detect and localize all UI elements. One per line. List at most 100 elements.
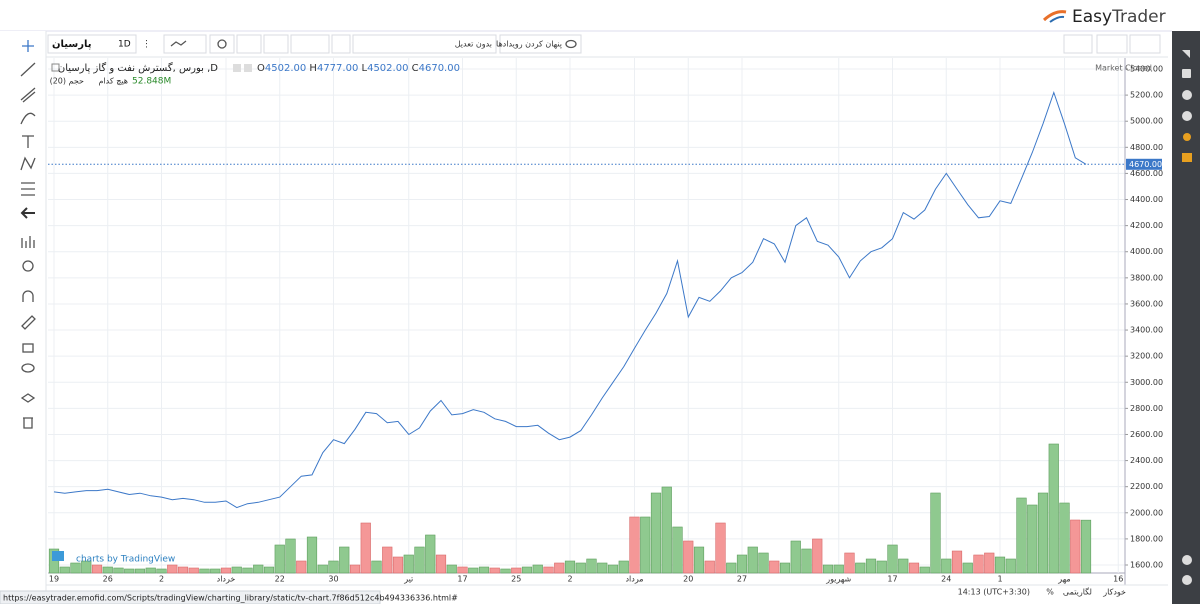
tool-fib[interactable]: [21, 182, 35, 196]
snapshot[interactable]: [1063, 34, 1093, 54]
legend: بورس ,گسترش نفت و گاز پارسیان ,D O4502.0…: [50, 62, 460, 87]
y-tick-label: 5400.00: [1130, 65, 1163, 74]
volume-bar: [1048, 443, 1059, 574]
percent[interactable]: %: [1046, 588, 1054, 597]
tool-magnet[interactable]: [22, 290, 34, 302]
volume-bar: [822, 564, 834, 574]
volume-title: حجم (20): [50, 77, 84, 86]
tool-brush[interactable]: [20, 112, 36, 125]
hide-events-box[interactable]: [499, 34, 582, 54]
x-tick-label: شهریور: [825, 575, 851, 584]
icon[interactable]: [1182, 153, 1192, 162]
tool-crosshair[interactable]: [22, 40, 34, 52]
volume-bar: [231, 566, 242, 574]
volume-bar: [521, 566, 533, 574]
volume-bar: [113, 567, 124, 574]
log[interactable]: لگاریتمی: [1063, 587, 1092, 597]
settings-icon: [217, 39, 227, 49]
tool-text[interactable]: [22, 135, 34, 148]
volume-bar: [941, 558, 952, 574]
x-tick-label: 26: [103, 575, 113, 584]
icon[interactable]: [1182, 111, 1192, 121]
volume-bar: [382, 546, 393, 574]
icon[interactable]: [1183, 133, 1191, 141]
key: H: [309, 63, 317, 74]
settings[interactable]: [209, 34, 235, 54]
interval[interactable]: 1D: [118, 40, 131, 50]
watermark: charts by TradingView: [76, 555, 175, 565]
volume-bar: [349, 564, 361, 574]
y-tick-label: 4400.00: [1130, 195, 1163, 204]
x-tick-label: مرداد: [625, 575, 643, 584]
volume-sub: هیچ کدام: [98, 77, 128, 86]
symbol-box[interactable]: [47, 34, 137, 54]
tool-layers[interactable]: [20, 393, 36, 403]
y-tick-label: 2600.00: [1130, 430, 1163, 439]
tool-lock[interactable]: [22, 343, 34, 353]
fullscreen[interactable]: [331, 34, 351, 54]
tool-back[interactable]: [20, 207, 35, 219]
legend-btn[interactable]: [244, 64, 252, 72]
x-tick-label: 25: [511, 575, 521, 584]
icon[interactable]: [1182, 90, 1192, 100]
y-tick-label: 5000.00: [1130, 117, 1163, 126]
tool-eye[interactable]: [21, 363, 35, 373]
volume-bar: [220, 567, 232, 574]
icon[interactable]: [1182, 50, 1190, 58]
tool-measure[interactable]: [21, 236, 35, 248]
tool-pattern[interactable]: [20, 156, 36, 171]
volume-bar: [779, 562, 791, 574]
last-price-label: 4670.00: [1129, 160, 1162, 169]
tool-trash[interactable]: [23, 417, 33, 429]
icon[interactable]: [1182, 575, 1192, 585]
volume-bar: [532, 564, 543, 574]
tool-zoom[interactable]: [22, 260, 34, 272]
volume-bar: [274, 544, 285, 574]
volume-bar: [629, 516, 640, 574]
load[interactable]: [1096, 34, 1128, 54]
adjust-box[interactable]: [352, 34, 497, 54]
tool-lock-draw[interactable]: [21, 315, 36, 330]
legend-btn[interactable]: [233, 64, 241, 72]
logo-mark: [1049, 15, 1065, 23]
collapse[interactable]: [51, 63, 60, 72]
volume-bar: [446, 564, 457, 574]
right-sidebar: [1172, 31, 1200, 604]
volume-bar: [91, 564, 103, 574]
volume-bar: [683, 540, 694, 574]
auto[interactable]: خودکار: [1102, 588, 1126, 597]
icon[interactable]: [1182, 69, 1191, 78]
menu-dots[interactable]: ⋮: [142, 40, 151, 50]
volume-bar: [543, 566, 554, 574]
volume-bar: [1059, 502, 1070, 574]
volume-bar: [650, 492, 662, 574]
volume-bar: [500, 568, 511, 574]
chart-style[interactable]: [163, 34, 207, 54]
y-tick-label: 1800.00: [1130, 534, 1163, 543]
volume-bar: [736, 554, 748, 574]
volume-bar: [758, 552, 769, 574]
volume-bar: [1080, 519, 1092, 574]
volume-bar: [994, 556, 1006, 574]
sidebar-icons: [1182, 50, 1192, 585]
volume-bar: [134, 568, 146, 574]
undo-redo[interactable]: [290, 34, 330, 54]
volume-bar: [1016, 497, 1027, 574]
compare[interactable]: [263, 34, 289, 54]
top-toolbar: پارسیان 1D ⋮ بدون تعدیل پنهان کردن رویدا…: [47, 34, 1161, 54]
tool-channel[interactable]: [20, 87, 36, 103]
indicators[interactable]: [236, 34, 262, 54]
volume-bar: [715, 522, 726, 574]
volume-bar: [790, 540, 801, 574]
volume-bar: [124, 568, 135, 574]
icon[interactable]: [1182, 555, 1192, 565]
tool-line[interactable]: [20, 62, 36, 77]
volume-bar: [210, 568, 221, 574]
save[interactable]: [1129, 34, 1161, 54]
volume-bar: [478, 566, 490, 574]
logo-trader: Trader: [1111, 7, 1166, 27]
volume-bar: [317, 564, 328, 574]
header: [0, 0, 1200, 31]
volume-bar: [156, 568, 167, 574]
